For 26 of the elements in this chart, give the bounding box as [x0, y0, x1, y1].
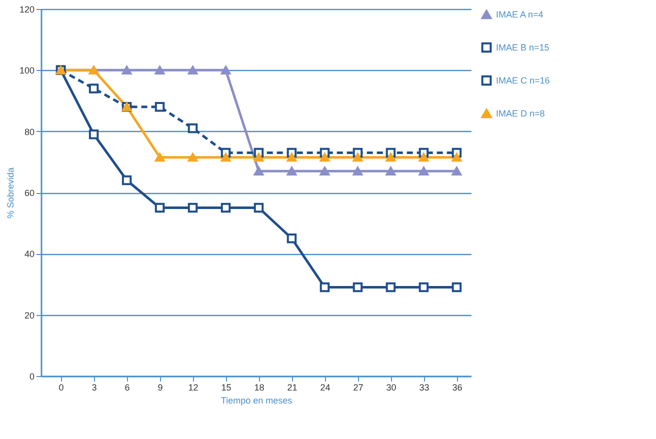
x-tick-label: 18	[254, 382, 264, 392]
x-tick-label: 24	[320, 382, 330, 392]
x-tick-label: 9	[158, 382, 163, 392]
y-tick-label: 20	[24, 310, 34, 320]
x-tick-label: 36	[452, 382, 462, 392]
y-tick-label: 120	[19, 4, 34, 14]
y-tick-label: 60	[24, 188, 34, 198]
x-tick-label: 0	[58, 382, 64, 392]
x-tick-label: 21	[287, 382, 298, 392]
y-tick-label: 100	[19, 66, 34, 76]
y-axis-title: % Sobrevida	[5, 167, 16, 219]
x-tick-label: 15	[221, 382, 232, 392]
legend-label: IMAE D n=8	[496, 108, 545, 118]
legend-label: IMAE A n=4	[496, 10, 544, 20]
x-tick-label: 3	[92, 382, 97, 392]
legend-label: IMAE C n=16	[496, 76, 550, 86]
x-tick-label: 30	[386, 382, 396, 392]
y-tick-label: 0	[29, 372, 34, 382]
x-tick-label: 27	[353, 382, 364, 392]
x-tick-label: 6	[124, 382, 130, 392]
y-tick-label: 40	[24, 249, 34, 260]
x-tick-label: 33	[419, 382, 430, 392]
x-axis-title: Tiempo en meses	[220, 396, 293, 406]
x-tick-label: 12	[188, 382, 198, 392]
y-tick-label: 80	[24, 126, 34, 137]
legend-label: IMAE B n=15	[496, 42, 550, 52]
